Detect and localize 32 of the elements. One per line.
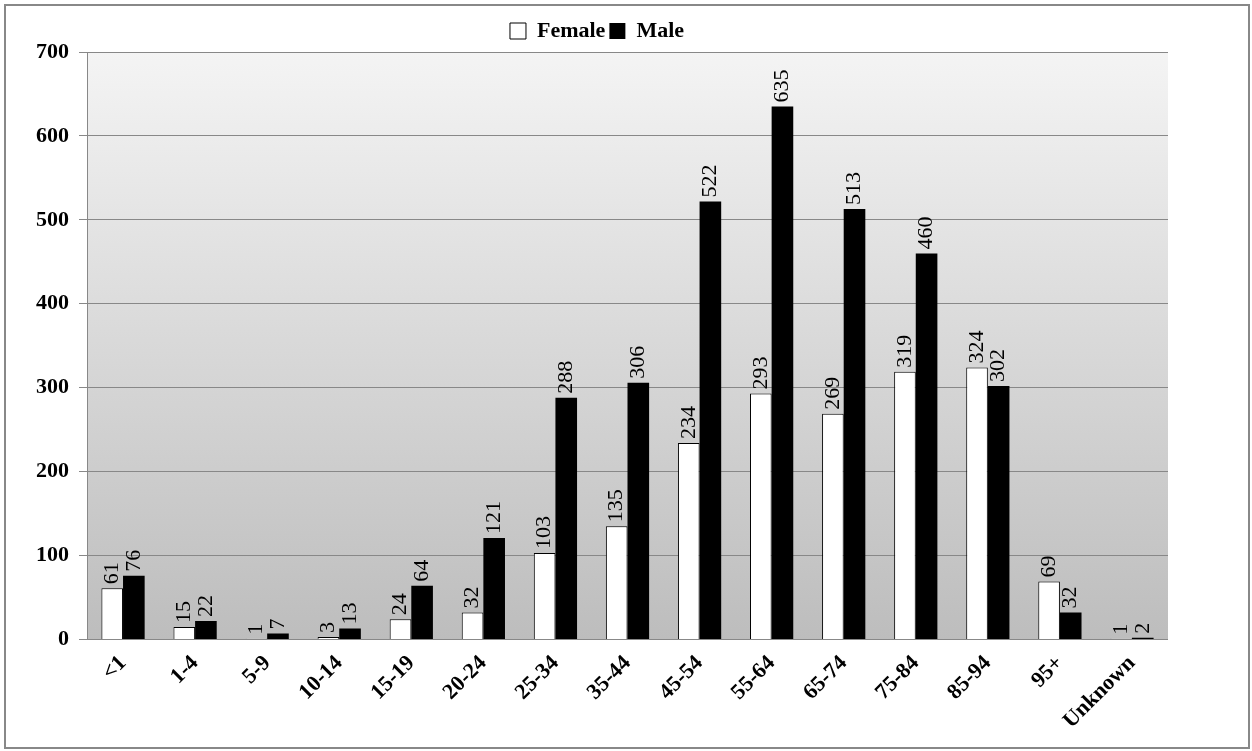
data-label: 269	[818, 376, 844, 410]
y-tick-label: 600	[36, 121, 69, 147]
y-tick-label: 400	[36, 289, 69, 315]
data-label: 69	[1034, 555, 1060, 578]
data-label: 121	[479, 500, 505, 534]
data-label: 32	[458, 586, 484, 609]
data-label: 293	[746, 356, 772, 390]
data-label: 234	[674, 406, 700, 440]
data-label: 135	[602, 489, 628, 523]
y-tick-label: 100	[36, 541, 69, 567]
data-label: 24	[386, 593, 412, 616]
legend-label: Male	[636, 16, 685, 42]
y-tick-label: 0	[58, 625, 69, 651]
data-label: 460	[912, 216, 938, 250]
y-tick-label: 200	[36, 457, 69, 483]
data-label: 64	[407, 559, 433, 582]
data-label: 103	[530, 516, 556, 550]
x-tick-label: 95+	[1025, 649, 1068, 692]
y-tick-label: 500	[36, 205, 69, 231]
data-label: 319	[890, 334, 916, 368]
data-label: 513	[840, 171, 866, 205]
y-tick-label: 700	[36, 37, 69, 63]
legend-label: Female	[536, 16, 606, 42]
data-label: 288	[552, 360, 578, 394]
data-label: 306	[624, 345, 650, 379]
data-label: 32	[1056, 586, 1082, 609]
x-tick-label: <1	[96, 649, 131, 685]
x-tick-label: 1-4	[164, 649, 203, 689]
data-label: 635	[768, 69, 794, 103]
data-label: 522	[696, 164, 722, 198]
x-tick-label: 5-9	[236, 649, 275, 689]
y-tick-label: 300	[36, 373, 69, 399]
